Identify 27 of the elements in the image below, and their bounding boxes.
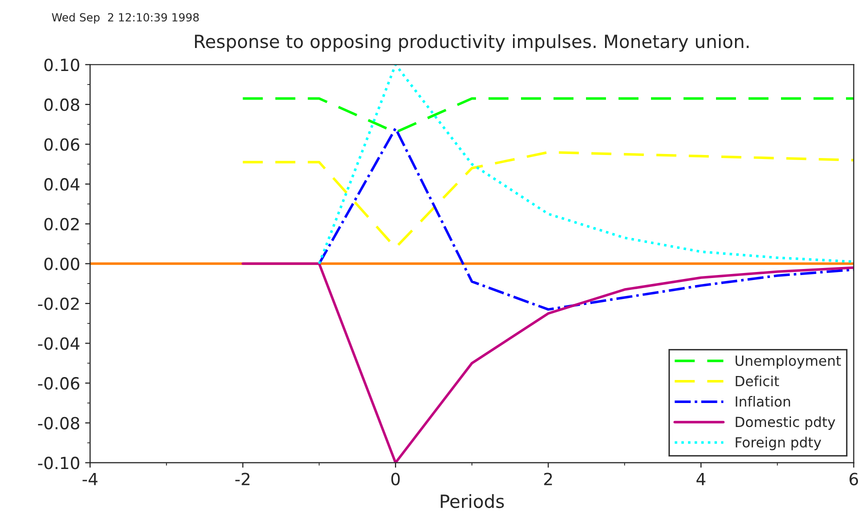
chart-title: Response to opposing productivity impulses. Monetary union.	[195, 34, 749, 52]
x-tick-label: -4	[82, 472, 98, 486]
legend-label: Deficit	[736, 376, 780, 386]
y-tick-label: -0.02	[38, 297, 79, 310]
legend-label: Domestic pdty	[736, 416, 836, 430]
x-tick-label: 0	[391, 472, 400, 486]
y-tick-label: -0.08	[38, 416, 80, 430]
line-series	[318, 64, 854, 265]
y-tick-label: 0.00	[44, 258, 80, 270]
x-axis-title: Periods	[440, 494, 504, 508]
x-tick-label: 2	[544, 472, 552, 486]
text: Wed Sep 2 12:10:39 1998	[52, 12, 199, 24]
legend-label: Unemployment	[736, 355, 841, 369]
legend-label: Inflation	[736, 396, 790, 407]
y-tick-label: 0.02	[44, 218, 79, 230]
x-tick-label: 4	[696, 472, 706, 486]
legend-label: Foreign pdty	[736, 436, 822, 450]
y-tick-label: 0.04	[44, 178, 80, 191]
x-tick-label: 6	[850, 472, 858, 486]
x-tick-label: -2	[235, 472, 250, 486]
y-tick-label: -0.06	[38, 377, 80, 390]
y-tick-label: 0.06	[44, 138, 80, 151]
line-series	[242, 262, 854, 463]
y-tick-label: 0.08	[44, 98, 80, 112]
y-tick-label: -0.04	[38, 337, 80, 350]
y-tick-label: -0.10	[38, 456, 80, 470]
y-tick-label: 0.10	[44, 58, 80, 72]
